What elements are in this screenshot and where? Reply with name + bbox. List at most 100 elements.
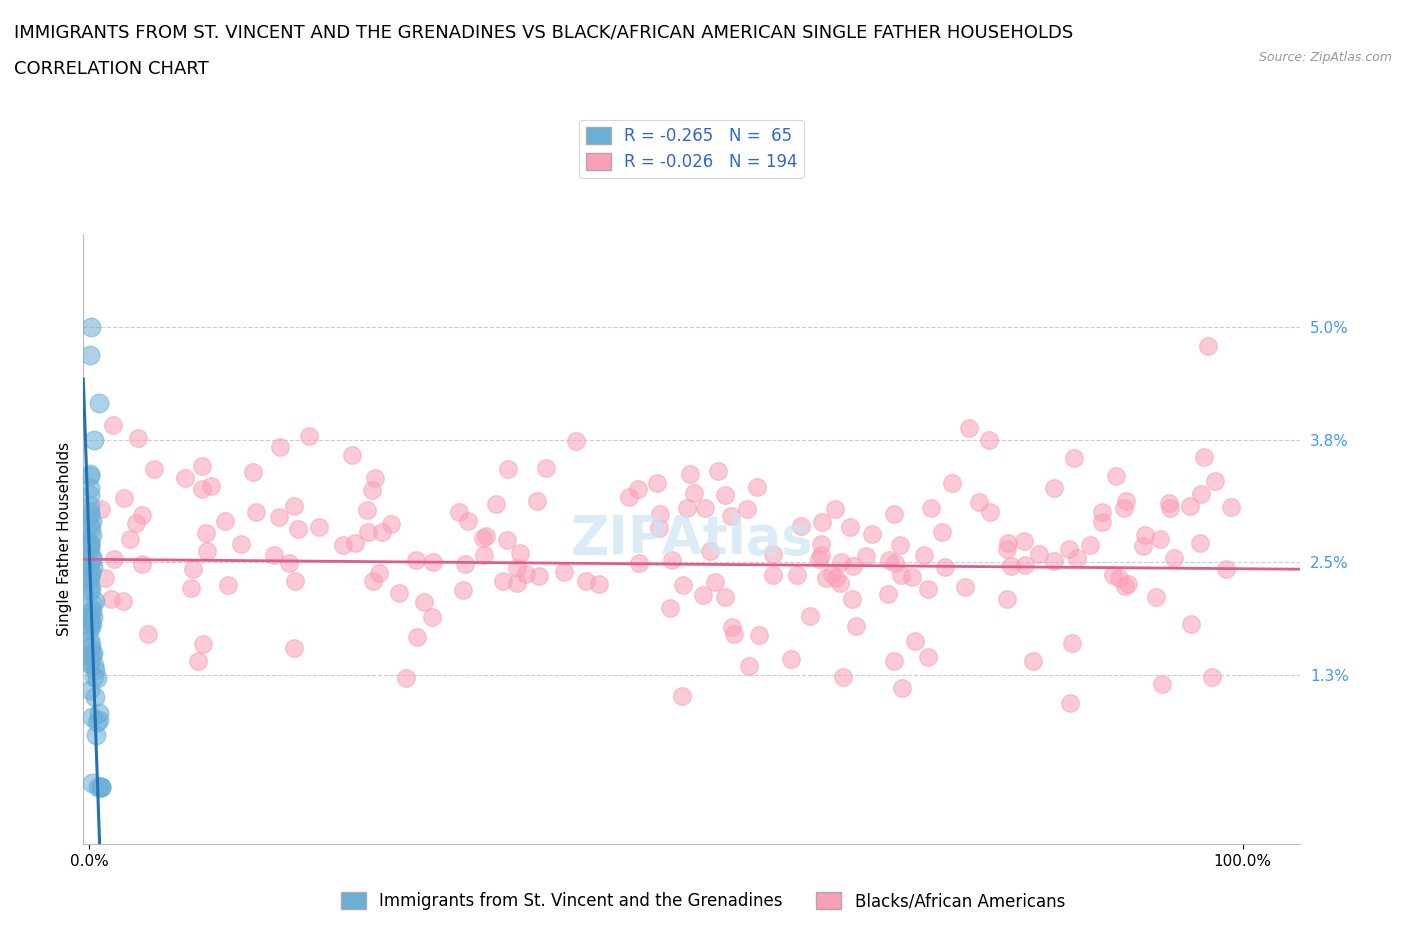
Point [619,490,641,505]
Point [180,580,202,595]
Point [713,590,735,604]
Point [82,646,104,661]
Point [79,657,101,671]
Point [82,595,104,610]
Point [627,482,650,497]
Point [190,458,212,473]
Point [891,681,914,696]
Point [371,525,394,540]
Point [808,551,831,566]
Point [100,591,122,606]
Point [195,525,218,540]
Point [1114,578,1136,593]
Point [83,670,105,684]
Point [79,569,101,584]
Point [79,619,101,634]
Point [789,519,811,534]
Point [79,621,101,636]
Point [1220,500,1243,515]
Point [747,628,769,643]
Point [890,568,912,583]
Point [80,521,103,536]
Point [263,547,285,562]
Point [118,532,141,547]
Point [841,591,863,606]
Point [1149,531,1171,546]
Point [941,476,963,491]
Point [84,728,107,743]
Point [1066,551,1088,565]
Point [1133,527,1156,542]
Point [1116,577,1139,591]
Point [80,582,103,597]
Point [931,525,953,539]
Point [1012,534,1035,549]
Point [80,527,103,542]
Point [824,571,846,586]
Point [214,513,236,528]
Point [79,508,101,523]
Point [127,431,149,445]
Point [920,501,942,516]
Point [420,610,443,625]
Point [79,654,101,669]
Point [90,780,112,795]
Point [1059,696,1081,711]
Point [1215,562,1237,577]
Point [79,488,101,503]
Point [471,531,494,546]
Point [1189,486,1212,501]
Point [527,569,550,584]
Point [82,551,104,566]
Point [1115,494,1137,509]
Point [506,576,529,591]
Point [79,583,101,598]
Point [997,541,1019,556]
Point [679,467,702,482]
Point [298,428,321,443]
Point [762,568,785,583]
Point [1063,451,1085,466]
Point [1000,559,1022,574]
Point [934,560,956,575]
Point [832,670,855,684]
Point [332,538,354,553]
Point [977,432,1000,447]
Point [714,487,737,502]
Point [1197,339,1219,353]
Point [841,558,863,573]
Point [83,432,105,447]
Point [1060,635,1083,650]
Point [534,460,557,475]
Y-axis label: Single Father Households: Single Father Households [58,442,72,636]
Point [86,715,108,730]
Point [648,507,671,522]
Point [87,780,110,795]
Point [90,502,112,517]
Point [269,439,291,454]
Point [143,462,166,477]
Point [131,507,153,522]
Point [79,604,101,619]
Point [90,780,112,795]
Point [1014,558,1036,573]
Point [492,574,515,589]
Point [111,593,134,608]
Point [995,591,1018,606]
Point [79,481,101,496]
Point [79,498,101,513]
Point [1150,677,1173,692]
Point [671,688,693,703]
Point [79,348,101,363]
Point [79,320,101,335]
Point [671,578,693,592]
Point [84,593,107,608]
Point [904,633,927,648]
Point [191,636,214,651]
Text: IMMIGRANTS FROM ST. VINCENT AND THE GRENADINES VS BLACK/AFRICAN AMERICAN SINGLE : IMMIGRANTS FROM ST. VINCENT AND THE GREN… [14,23,1073,41]
Point [830,554,852,569]
Point [1159,496,1181,511]
Point [810,537,832,551]
Point [1114,500,1136,515]
Point [79,578,101,592]
